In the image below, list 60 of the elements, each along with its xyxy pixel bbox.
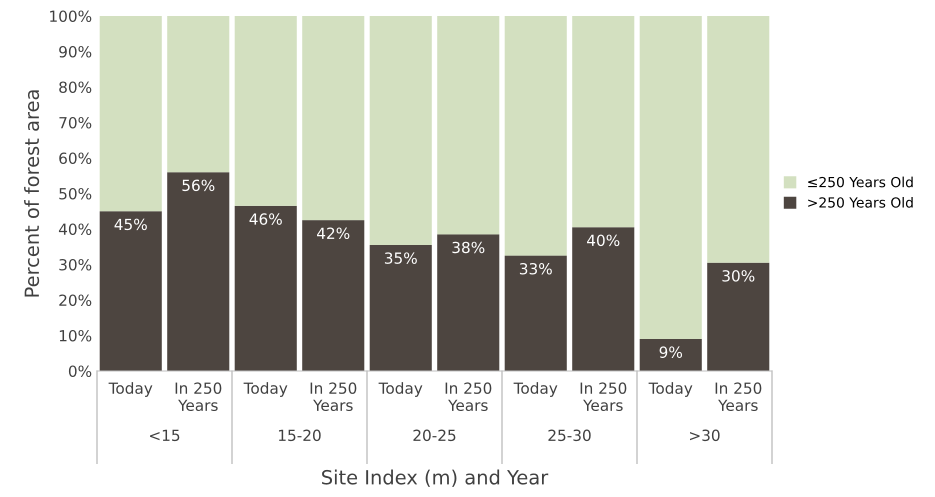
text: >30	[690, 430, 720, 442]
y-tick-label: 80%	[59, 81, 92, 94]
bar	[504, 16, 567, 256]
bar	[707, 16, 770, 263]
data-label: 9%	[660, 346, 682, 358]
x-tick-label: In 250 Years	[580, 382, 626, 412]
bar	[640, 16, 702, 340]
data-label: 42%	[317, 227, 350, 240]
x-tick-label: Today	[514, 382, 558, 397]
x-tick-label: Today	[648, 382, 692, 397]
x-tick-label: In 250 Years	[446, 382, 492, 412]
text: 25-30	[548, 430, 591, 442]
bar	[370, 244, 432, 371]
data-label: 46%	[250, 213, 282, 225]
bar	[234, 16, 297, 206]
data-label: 30%	[722, 270, 754, 282]
bar	[302, 220, 364, 371]
bar	[504, 256, 567, 371]
x-tick-label: Today	[244, 382, 288, 397]
x-tick-label: Today	[378, 382, 422, 397]
bar	[167, 16, 230, 172]
y-tick-label: 10%	[60, 330, 92, 342]
bar	[572, 227, 634, 371]
y-tick-label: 90%	[59, 46, 92, 58]
bar	[302, 16, 364, 220]
y-tick-label: 100%	[50, 10, 92, 22]
x-tick-label: In 250 Years	[176, 382, 222, 412]
y-tick-label: 30%	[59, 258, 92, 271]
data-label: 35%	[384, 252, 417, 264]
legend-label: ≤250 Years Old	[808, 176, 913, 188]
bar	[100, 16, 162, 212]
bar	[640, 339, 702, 371]
data-label: 33%	[520, 262, 552, 275]
bar	[437, 234, 500, 371]
y-tick-label: 50%	[59, 188, 92, 200]
bar	[437, 16, 500, 234]
y-tick-label: 20%	[59, 294, 92, 306]
x-tick-label: Today	[108, 382, 152, 397]
x-tick-label: In 250 Years	[716, 382, 762, 412]
bar	[167, 172, 230, 371]
bar	[707, 262, 770, 371]
text: 15-20	[278, 430, 321, 442]
data-label: 38%	[452, 242, 484, 254]
y-tick-label: 0%	[68, 365, 92, 378]
y-axis-title: Percent of forest area	[24, 90, 40, 296]
y-tick-label: 40%	[58, 223, 92, 236]
x-axis-title: Site Index (m) and Year	[322, 470, 548, 487]
legend-label: >250 Years Old	[808, 196, 913, 208]
text: 20-25	[413, 430, 456, 442]
data-label: 40%	[587, 234, 620, 246]
text: <15	[150, 430, 180, 442]
y-tick-label: 70%	[59, 116, 92, 129]
y-tick-label: 60%	[59, 152, 92, 164]
bar	[100, 211, 162, 371]
data-label: 56%	[182, 180, 214, 192]
x-tick-label: In 250 Years	[310, 382, 356, 412]
bar	[370, 16, 432, 245]
bar	[234, 206, 297, 371]
bar	[572, 16, 634, 228]
data-label: 45%	[114, 218, 147, 230]
